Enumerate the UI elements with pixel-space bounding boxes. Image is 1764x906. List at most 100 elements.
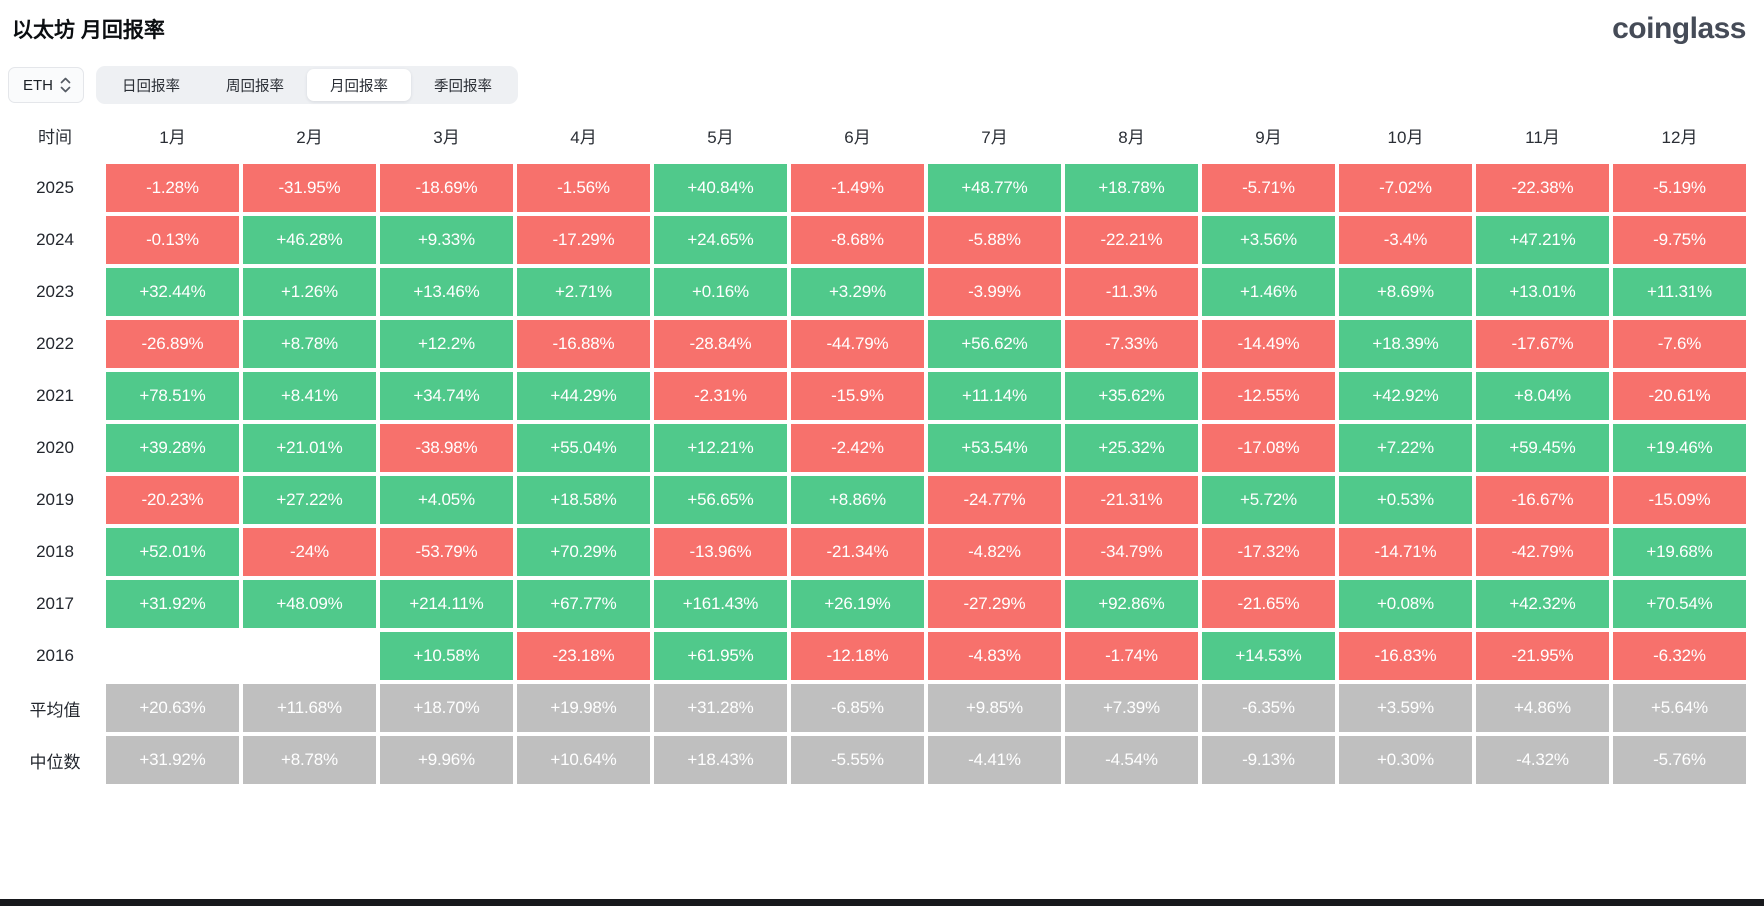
return-cell: +31.92%	[106, 580, 239, 628]
column-header: 4月	[570, 127, 597, 147]
return-cell: -17.08%	[1202, 424, 1335, 472]
return-cell: +14.53%	[1202, 632, 1335, 680]
return-cell: -6.32%	[1613, 632, 1746, 680]
row-label: 中位数	[29, 752, 81, 772]
return-cell: -15.9%	[791, 372, 924, 420]
column-header: 11月	[1525, 127, 1560, 147]
return-cell: -3.99%	[928, 268, 1061, 316]
return-cell: +25.32%	[1065, 424, 1198, 472]
return-cell: +9.33%	[380, 216, 513, 264]
return-cell: +32.44%	[106, 268, 239, 316]
return-cell: -18.69%	[380, 164, 513, 212]
return-cell: +8.04%	[1476, 372, 1609, 420]
return-cell: -22.21%	[1065, 216, 1198, 264]
return-cell: -14.71%	[1339, 528, 1472, 576]
return-cell: -11.3%	[1065, 268, 1198, 316]
return-cell: -14.49%	[1202, 320, 1335, 368]
row-label: 2019	[36, 490, 74, 509]
return-cell: +78.51%	[106, 372, 239, 420]
table-row: 平均值 +20.63% +11.68% +18.70% +19.98% +31.28% -6…	[8, 684, 1746, 732]
return-cell: +24.65%	[654, 216, 787, 264]
return-cell: -31.95%	[243, 164, 376, 212]
return-cell: -5.76%	[1613, 736, 1746, 784]
period-tabs: 日回报率 周回报率 月回报率 季回报率	[96, 66, 518, 104]
coin-select[interactable]: ETH	[8, 67, 84, 103]
return-cell: -17.67%	[1476, 320, 1609, 368]
return-cell: +46.28%	[243, 216, 376, 264]
return-cell: +70.54%	[1613, 580, 1746, 628]
return-cell: -5.55%	[791, 736, 924, 784]
return-cell: -9.75%	[1613, 216, 1746, 264]
return-cell: -17.32%	[1202, 528, 1335, 576]
return-cell: +92.86%	[1065, 580, 1198, 628]
return-cell: +70.29%	[517, 528, 650, 576]
return-cell: -5.19%	[1613, 164, 1746, 212]
return-cell: +35.62%	[1065, 372, 1198, 420]
return-cell: +5.64%	[1613, 684, 1746, 732]
tab-daily-return[interactable]: 日回报率	[99, 69, 203, 101]
return-cell: -4.32%	[1476, 736, 1609, 784]
column-header: 9月	[1255, 127, 1282, 147]
return-cell: +7.39%	[1065, 684, 1198, 732]
return-cell: +161.43%	[654, 580, 787, 628]
return-cell: -1.28%	[106, 164, 239, 212]
return-cell: -24.77%	[928, 476, 1061, 524]
return-cell: +21.01%	[243, 424, 376, 472]
return-cell: +34.74%	[380, 372, 513, 420]
tab-weekly-return[interactable]: 周回报率	[203, 69, 307, 101]
return-cell: -3.4%	[1339, 216, 1472, 264]
return-cell: -21.95%	[1476, 632, 1609, 680]
table-row: 2018 +52.01% -24% -53.79% +70.29% -13.96% -21.…	[8, 528, 1746, 576]
return-cell: -13.96%	[654, 528, 787, 576]
return-cell: -16.67%	[1476, 476, 1609, 524]
return-cell: +53.54%	[928, 424, 1061, 472]
table-row: 2025 -1.28% -31.95% -18.69% -1.56% +40.84% -1.…	[8, 164, 1746, 212]
coinglass-logo: coinglass	[1612, 12, 1746, 45]
return-cell: -20.61%	[1613, 372, 1746, 420]
return-cell: +18.39%	[1339, 320, 1472, 368]
return-cell: +48.09%	[243, 580, 376, 628]
column-header: 3月	[433, 127, 460, 147]
table-row: 2017 +31.92% +48.09% +214.11% +67.77% +161.43…	[8, 580, 1746, 628]
return-cell: -15.09%	[1613, 476, 1746, 524]
return-cell: -21.65%	[1202, 580, 1335, 628]
tab-quarterly-return[interactable]: 季回报率	[411, 69, 515, 101]
return-cell: -7.02%	[1339, 164, 1472, 212]
return-cell: -4.82%	[928, 528, 1061, 576]
return-cell: -16.88%	[517, 320, 650, 368]
return-cell: +0.30%	[1339, 736, 1472, 784]
return-cell: +40.84%	[654, 164, 787, 212]
table-row: 2020 +39.28% +21.01% -38.98% +55.04% +12.21% -…	[8, 424, 1746, 472]
return-cell: -1.49%	[791, 164, 924, 212]
column-header: 10月	[1387, 127, 1424, 147]
row-label: 2023	[36, 282, 74, 301]
return-cell: +39.28%	[106, 424, 239, 472]
row-label: 2025	[36, 178, 74, 197]
return-cell: +8.78%	[243, 736, 376, 784]
row-label: 平均值	[29, 700, 81, 720]
page-bottom-strip	[0, 899, 1764, 906]
return-cell: +56.62%	[928, 320, 1061, 368]
return-cell: +7.22%	[1339, 424, 1472, 472]
return-cell: +61.95%	[654, 632, 787, 680]
table-row: 2022 -26.89% +8.78% +12.2% -16.88% -28.84% -44…	[8, 320, 1746, 368]
return-cell: -22.38%	[1476, 164, 1609, 212]
column-header: 1月	[159, 127, 186, 147]
return-cell: +27.22%	[243, 476, 376, 524]
tab-monthly-return[interactable]: 月回报率	[307, 69, 411, 101]
return-cell: -38.98%	[380, 424, 513, 472]
return-cell: +5.72%	[1202, 476, 1335, 524]
return-cell: +19.98%	[517, 684, 650, 732]
row-label: 2020	[36, 438, 74, 457]
return-cell: -2.42%	[791, 424, 924, 472]
return-cell: +13.01%	[1476, 268, 1609, 316]
return-cell: +18.58%	[517, 476, 650, 524]
return-cell: -4.83%	[928, 632, 1061, 680]
return-cell: +31.28%	[654, 684, 787, 732]
return-cell: +31.92%	[106, 736, 239, 784]
table-row: 中位数 +31.92% +8.78% +9.96% +10.64% +18.43% -5.5…	[8, 736, 1746, 784]
column-header: 5月	[707, 127, 734, 147]
return-cell: +8.69%	[1339, 268, 1472, 316]
return-cell: +214.11%	[380, 580, 513, 628]
return-cell: +3.29%	[791, 268, 924, 316]
